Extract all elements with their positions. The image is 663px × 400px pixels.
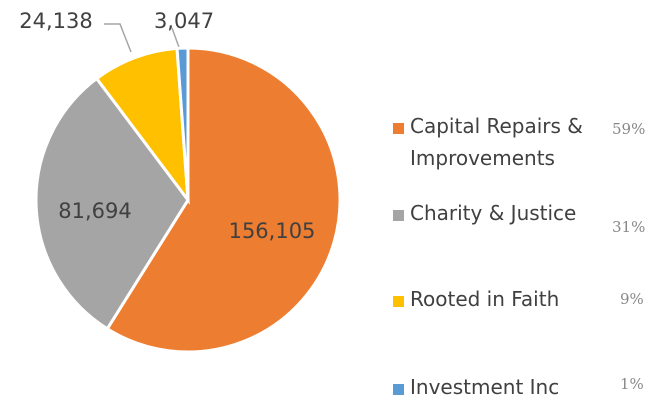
data-label: 81,694 (58, 199, 131, 223)
leader-line (104, 23, 132, 53)
percent-label: 31% (612, 218, 646, 236)
legend-swatch (393, 296, 404, 307)
legend-label: Rooted in Faith (410, 287, 560, 311)
pie-slice (34, 76, 190, 331)
data-label: 156,105 (229, 219, 316, 243)
percent-label: 9% (620, 290, 644, 308)
legend-swatch (393, 210, 404, 221)
pie-slice (94, 46, 190, 205)
legend-item: Charity & Justice (393, 201, 615, 229)
legend-swatch (393, 123, 404, 134)
legend-label: Charity & Justice (410, 201, 577, 225)
pie-slice (175, 46, 190, 201)
legend-label: Investment Inc (410, 375, 560, 399)
pie-slice (105, 46, 342, 354)
data-label: 24,138 (19, 9, 92, 33)
legend-item: Rooted in Faith (393, 287, 615, 315)
legend-swatch (393, 384, 404, 395)
percent-label: 1% (620, 375, 644, 393)
legend-item: Capital Repairs & Improvements (393, 114, 615, 174)
data-label: 3,047 (154, 9, 214, 33)
percent-label: 59% (612, 120, 646, 138)
legend-label: Capital Repairs & Improvements (410, 114, 583, 170)
legend-item: Investment Inc (393, 375, 615, 400)
leader-line (171, 27, 181, 51)
